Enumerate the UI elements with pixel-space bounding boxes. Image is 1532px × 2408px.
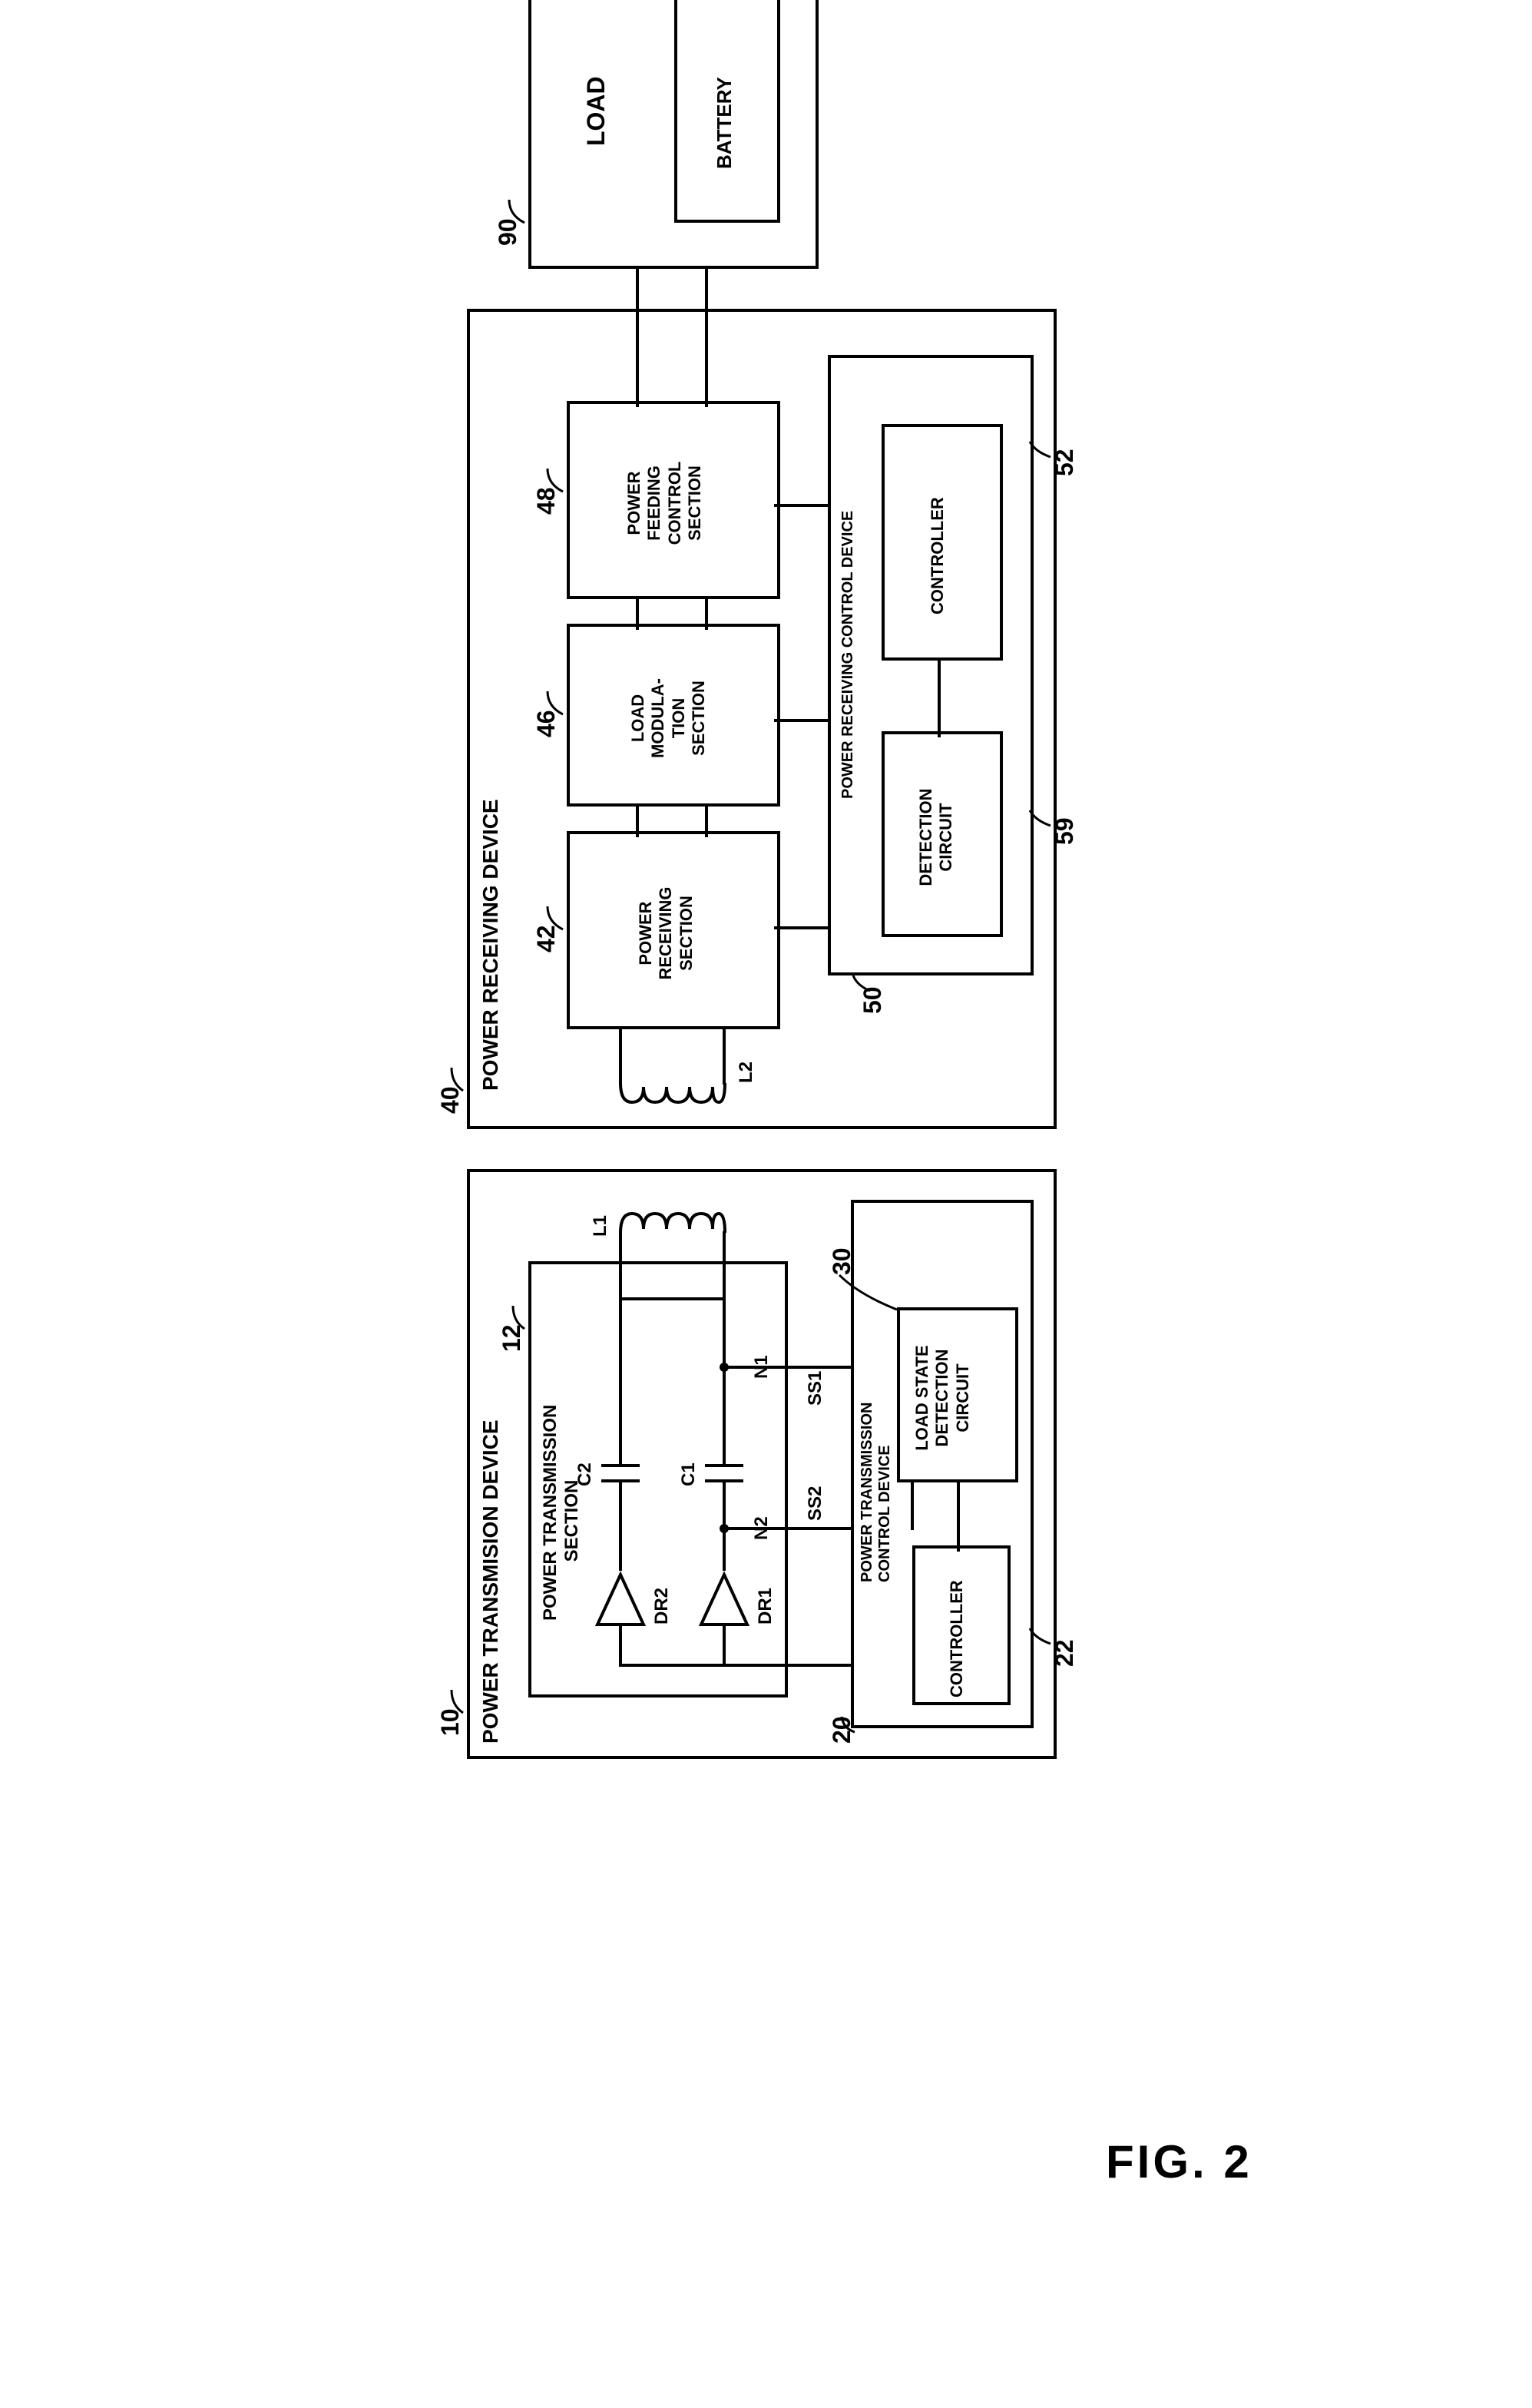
ptd-ref-curve [448, 1686, 471, 1717]
l2-label: L2 [736, 1062, 757, 1083]
ss2-label: SS2 [805, 1486, 826, 1521]
c1-plate1 [705, 1479, 743, 1482]
l2-coil [619, 1083, 726, 1106]
lsdc-label: LOAD STATEDETECTIONCIRCUIT [912, 1325, 973, 1471]
wire-right-up [619, 1297, 726, 1300]
l1-label: L1 [590, 1215, 611, 1237]
lms-label: LOADMODULA-TIONSECTION [628, 645, 710, 791]
c2-plate2 [601, 1464, 640, 1467]
pfcs-load-wire-bot [705, 266, 708, 407]
l2-wire-top [619, 1029, 622, 1085]
l1-coil [619, 1210, 726, 1233]
dc-ref: 59 [1051, 817, 1079, 845]
ptd-controller-ref: 22 [1051, 1639, 1079, 1667]
pfcs-prcd-wire [774, 504, 831, 507]
l1-wire-bot [723, 1231, 726, 1300]
ss2-bend [911, 1479, 914, 1530]
ptd-title: POWER TRANSMISION DEVICE [478, 1419, 503, 1744]
l2-wire-bot [723, 1029, 726, 1085]
lms-pfcs-wire-top [636, 596, 639, 630]
dr1-input-wire [723, 1625, 726, 1667]
l1-wire-top [619, 1231, 622, 1300]
dr2-triangle [594, 1567, 647, 1628]
pfcs-load-wire-top [636, 266, 639, 407]
dc-label: DETECTIONCIRCUIT [916, 757, 957, 918]
prd-controller-ref: 52 [1051, 449, 1079, 476]
ctrl-lsdc-wire [957, 1479, 960, 1552]
dc-ref-curve [1027, 807, 1054, 830]
page: POWER TRANSMISION DEVICE 10 POWER TRANSM… [31, 31, 1501, 2377]
c1-label: C1 [678, 1462, 700, 1486]
c1-wire-right [723, 1299, 726, 1464]
c2-plate1 [601, 1479, 640, 1482]
prs-lms-wire-top [636, 803, 639, 837]
dr-input-wire [619, 1625, 622, 1667]
prcd-title: POWER RECEIVING CONTROL DEVICE [839, 511, 857, 799]
pfcs-ref-curve [544, 465, 571, 495]
ss1-wire [724, 1366, 851, 1369]
pts-ref-curve [509, 1302, 532, 1333]
lsdc-ref-curve [835, 1271, 901, 1313]
load-title: LOAD [582, 76, 610, 146]
prs-label: POWERRECEIVINGSECTION [636, 856, 697, 1010]
prd-controller-label: CONTROLLER [928, 497, 948, 614]
ctrl-ref-curve [1027, 1625, 1054, 1648]
c2-wire-right [619, 1299, 622, 1464]
lms-pfcs-wire-bot [705, 596, 708, 630]
diagram: POWER TRANSMISION DEVICE 10 POWER TRANSM… [421, 0, 1112, 1759]
ptcd-ref-curve [839, 1713, 859, 1736]
battery-ref-curve [505, 0, 678, 4]
dr2-label: DR2 [651, 1588, 673, 1625]
battery-label: BATTERY [713, 77, 736, 169]
ptd-controller-label: CONTROLLER [947, 1580, 967, 1698]
dr1-label: DR1 [755, 1588, 776, 1625]
prd-ref-curve [448, 1064, 471, 1095]
pts-title: POWER TRANSMISSIONSECTION [540, 1421, 583, 1621]
ptcd-title: POWER TRANSMISSIONCONTROL DEVICE [859, 1403, 894, 1582]
prs-prcd-wire [774, 926, 831, 929]
prdctrl-ref-curve [1027, 438, 1054, 461]
c1-plate2 [705, 1464, 743, 1467]
lms-prcd-wire [774, 719, 831, 722]
c2-label: C2 [574, 1462, 596, 1486]
c2-wire-left [619, 1482, 622, 1571]
ss1-label: SS1 [805, 1371, 826, 1406]
prcd-ref-curve [851, 972, 874, 995]
dr1-triangle [697, 1567, 751, 1628]
prd-title: POWER RECEIVING DEVICE [478, 799, 503, 1091]
lms-ref-curve [544, 687, 571, 718]
prs-lms-wire-bot [705, 803, 708, 837]
dc-ctrl-wire [938, 657, 941, 737]
load-ref-curve [505, 196, 532, 227]
figure-label: FIG. 2 [1106, 2135, 1252, 2188]
pfcs-label: POWERFEEDINGCONTROLSECTION [624, 422, 706, 584]
prs-ref-curve [544, 903, 571, 933]
